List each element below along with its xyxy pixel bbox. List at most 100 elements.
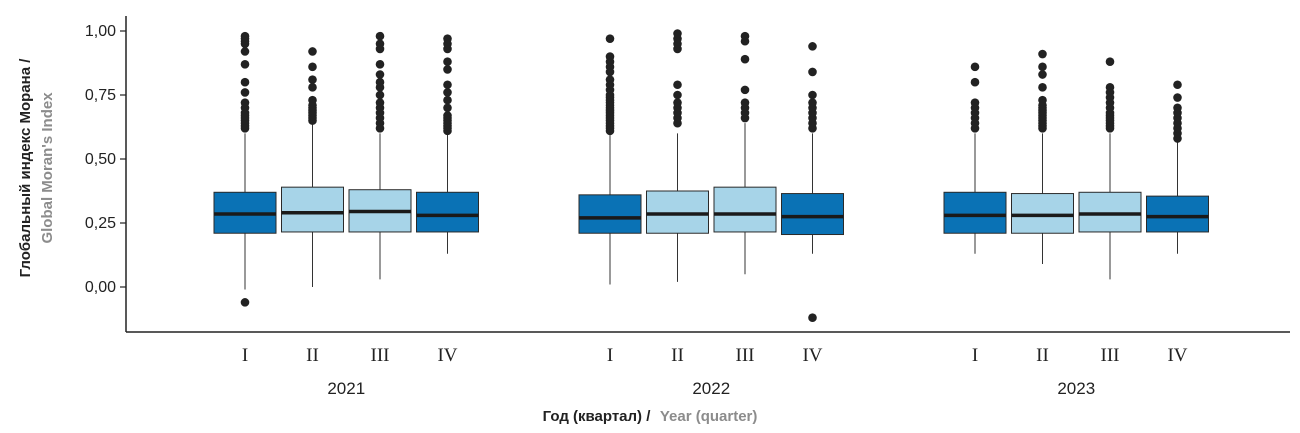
outlier-point [740, 31, 750, 41]
box-2022-I [578, 34, 642, 285]
x-axis-title-en: Year (quarter) [660, 408, 758, 425]
year-group-2022 [578, 29, 844, 323]
outlier-point [1105, 83, 1115, 92]
outlier-point [1038, 95, 1047, 105]
outlier-point [240, 77, 250, 87]
outlier-point [808, 90, 817, 100]
outlier-point [375, 90, 385, 100]
quarter-label: I [242, 345, 248, 366]
outlier-point [308, 83, 317, 92]
outlier-point [240, 298, 250, 307]
outlier-point [1105, 57, 1115, 67]
y-tick-label: 0,50 [85, 151, 116, 168]
outlier-point [1173, 103, 1182, 113]
outlier-point [308, 62, 317, 72]
box-2023-IV [1146, 80, 1209, 254]
year-label: 2022 [692, 379, 730, 398]
outlier-point [443, 80, 452, 90]
quarter-label: IV [802, 345, 822, 366]
y-tick-label: 0,00 [85, 279, 116, 296]
outlier-point [1038, 83, 1047, 92]
outlier-point [740, 98, 750, 107]
box-2021-I [213, 31, 277, 307]
box-2022-II [646, 29, 709, 282]
box-iqr [781, 193, 844, 236]
outlier-point [808, 42, 817, 51]
outlier-point [375, 31, 385, 41]
outlier-point [605, 34, 615, 43]
quarter-label: II [306, 345, 319, 366]
y-axis-title-en: Global Moran's Index [39, 92, 56, 244]
box-2022-IV [781, 42, 844, 323]
box-2021-III [348, 31, 412, 280]
outlier-point [375, 70, 385, 79]
outlier-point [375, 39, 385, 49]
outlier-point [673, 98, 682, 107]
outlier-point [443, 88, 452, 97]
quarter-label: III [371, 345, 390, 366]
outlier-point [1173, 80, 1182, 90]
outlier-point [1038, 49, 1047, 59]
quarter-label: IV [437, 345, 457, 366]
outlier-point [740, 54, 750, 64]
year-group-2023 [943, 49, 1209, 280]
outlier-point [443, 65, 452, 74]
outlier-point [240, 31, 250, 41]
y-tick-label: 0,75 [85, 87, 116, 104]
quarter-label: I [972, 345, 978, 366]
outlier-point [375, 77, 385, 87]
outlier-point [673, 80, 682, 90]
outlier-point [808, 313, 817, 323]
y-axis-title-ru: Глобальный индекс Морана / [17, 58, 34, 278]
box-iqr [943, 191, 1007, 234]
outlier-point [673, 29, 682, 38]
box-2022-III [713, 31, 777, 275]
outlier-point [375, 98, 385, 107]
outlier-point [808, 67, 817, 77]
outlier-point [970, 62, 980, 72]
outlier-point [240, 47, 250, 56]
outlier-point [808, 98, 817, 107]
outlier-point [375, 59, 385, 69]
outlier-point [970, 77, 980, 87]
outlier-point [605, 75, 615, 84]
box-2023-II [1011, 49, 1074, 264]
quarter-label: II [1036, 345, 1049, 366]
box-iqr [646, 190, 709, 234]
box-iqr [281, 186, 344, 233]
quarter-label: I [607, 345, 613, 366]
y-tick-label: 1,00 [85, 23, 116, 40]
outlier-point [240, 98, 250, 107]
box-iqr [416, 191, 479, 233]
box-2023-I [943, 62, 1007, 254]
y-ticks: 1,00 0,75 0,50 0,25 0,00 [85, 23, 126, 296]
outlier-point [443, 95, 452, 105]
outlier-point [673, 90, 682, 100]
outlier-point [443, 103, 452, 113]
quarter-label: IV [1167, 345, 1187, 366]
outlier-point [1038, 70, 1047, 79]
year-label: 2021 [327, 379, 365, 398]
outlier-point [970, 98, 980, 107]
x-axis-title: Год (квартал) / Year (quarter) [543, 408, 758, 425]
quarter-label: III [736, 345, 755, 366]
box-2021-II [281, 47, 344, 287]
y-tick-label: 0,25 [85, 215, 116, 232]
box-iqr [1146, 195, 1209, 233]
outlier-point [740, 85, 750, 95]
plot-area [213, 29, 1209, 323]
box-iqr [578, 194, 642, 234]
outlier-point [443, 111, 452, 120]
outlier-point [240, 88, 250, 97]
outlier-point [1173, 93, 1182, 102]
box-iqr [713, 186, 777, 233]
box-2023-III [1078, 57, 1142, 280]
x-axis-title-ru: Год (квартал) / [543, 408, 652, 425]
outlier-point [443, 57, 452, 67]
box-2021-IV [416, 34, 479, 254]
outlier-point [605, 52, 615, 61]
outlier-point [1038, 62, 1047, 72]
outlier-point [240, 59, 250, 69]
